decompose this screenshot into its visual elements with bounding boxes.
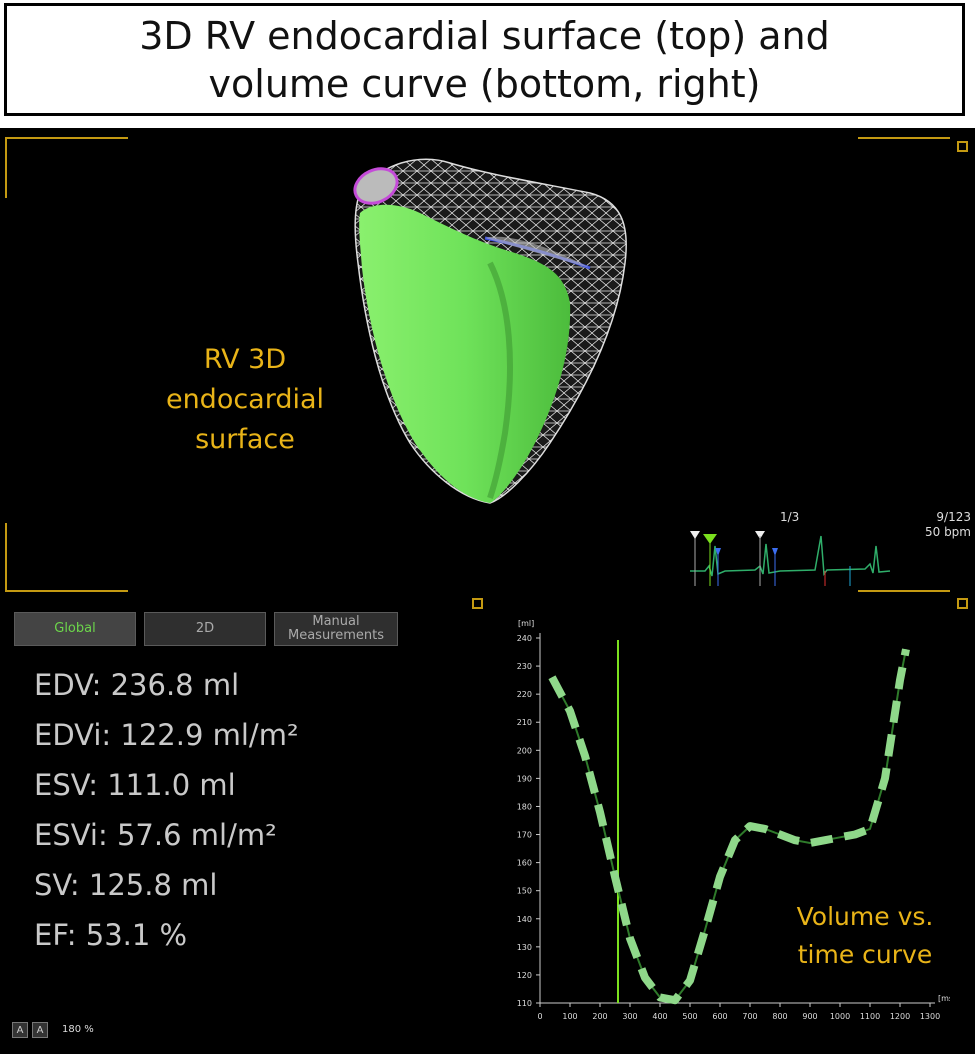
surface-label-line3: surface xyxy=(195,424,295,455)
frame-counter: 9/123 xyxy=(936,510,971,524)
y-tick-label: 240 xyxy=(517,634,532,643)
viewer-panel: RV 3D endocardial surface 1/3 9/123 50 b… xyxy=(0,128,975,1054)
y-tick-label: 160 xyxy=(517,859,532,868)
zoom-out-button[interactable]: A xyxy=(12,1022,28,1038)
surface-label-line1: RV 3D xyxy=(203,344,287,375)
x-tick-label: 900 xyxy=(802,1012,817,1021)
tab-2d[interactable]: 2D xyxy=(144,612,266,646)
measurement-edv: EDV: 236.8 ml xyxy=(34,668,240,702)
ecg-strip[interactable] xyxy=(685,526,895,591)
x-tick-label: 200 xyxy=(592,1012,607,1021)
zoom-level: 180 % xyxy=(62,1024,94,1035)
x-tick-label: 1100 xyxy=(860,1012,880,1021)
x-tick-label: 400 xyxy=(652,1012,667,1021)
y-axis-label: [ml] xyxy=(518,619,534,628)
x-tick-label: 300 xyxy=(622,1012,637,1021)
y-tick-label: 210 xyxy=(517,718,532,727)
y-tick-label: 200 xyxy=(517,746,532,755)
measurement-esvi: ESVi: 57.6 ml/m² xyxy=(34,818,277,852)
tab-manual-line2: Measurements xyxy=(287,628,385,643)
tab-manual-measurements[interactable]: Manual Measurements xyxy=(274,612,398,646)
curve-annotation: Volume vs. time curve xyxy=(775,898,955,974)
x-tick-label: 1200 xyxy=(890,1012,910,1021)
maximize-icon-mid[interactable] xyxy=(472,598,483,609)
y-tick-label: 230 xyxy=(517,662,532,671)
title-line-2: volume curve (bottom, right) xyxy=(208,61,761,106)
curve-label-line2: time curve xyxy=(797,940,933,969)
measurement-edvi: EDVi: 122.9 ml/m² xyxy=(34,718,299,752)
zoom-in-button[interactable]: A xyxy=(32,1022,48,1038)
measurement-ef: EF: 53.1 % xyxy=(34,918,188,952)
y-tick-label: 110 xyxy=(517,999,532,1008)
x-tick-label: 0 xyxy=(537,1012,542,1021)
x-tick-label: 100 xyxy=(562,1012,577,1021)
y-tick-label: 140 xyxy=(517,915,532,924)
y-tick-label: 170 xyxy=(517,831,532,840)
figure-title: 3D RV endocardial surface (top) and volu… xyxy=(4,3,965,116)
ecg-frame-fraction: 1/3 xyxy=(780,510,800,524)
y-tick-label: 150 xyxy=(517,887,532,896)
title-line-1: 3D RV endocardial surface (top) and xyxy=(139,13,830,58)
curve-label-line1: Volume vs. xyxy=(796,902,934,931)
volume-series-dashed xyxy=(548,648,910,1005)
y-tick-label: 120 xyxy=(517,971,532,980)
x-axis-label: [ms] xyxy=(938,994,950,1003)
x-tick-label: 500 xyxy=(682,1012,697,1021)
surface-label-line2: endocardial xyxy=(165,384,325,415)
y-tick-label: 130 xyxy=(517,943,532,952)
surface-annotation: RV 3D endocardial surface xyxy=(140,340,350,460)
x-tick-label: 1000 xyxy=(830,1012,850,1021)
tab-global[interactable]: Global xyxy=(14,612,136,646)
y-tick-label: 180 xyxy=(517,802,532,811)
x-tick-label: 1300 xyxy=(920,1012,940,1021)
maximize-icon-top[interactable] xyxy=(957,141,968,152)
tab-manual-line1: Manual xyxy=(312,614,360,629)
y-tick-label: 220 xyxy=(517,690,532,699)
maximize-icon-curve[interactable] xyxy=(957,598,968,609)
measurement-esv: ESV: 111.0 ml xyxy=(34,768,236,802)
x-tick-label: 800 xyxy=(772,1012,787,1021)
y-tick-label: 190 xyxy=(517,774,532,783)
x-tick-label: 600 xyxy=(712,1012,727,1021)
volume-time-chart[interactable]: 110 120 130 140 150 160 170 180 190 200 210 220 230 2… xyxy=(490,603,950,1043)
x-tick-label: 700 xyxy=(742,1012,757,1021)
ecg-info: 9/123 50 bpm xyxy=(905,510,971,540)
heart-rate: 50 bpm xyxy=(924,525,971,539)
viewport-frame xyxy=(5,137,950,592)
measurement-sv: SV: 125.8 ml xyxy=(34,868,218,902)
rv-3d-surface[interactable] xyxy=(340,153,640,513)
